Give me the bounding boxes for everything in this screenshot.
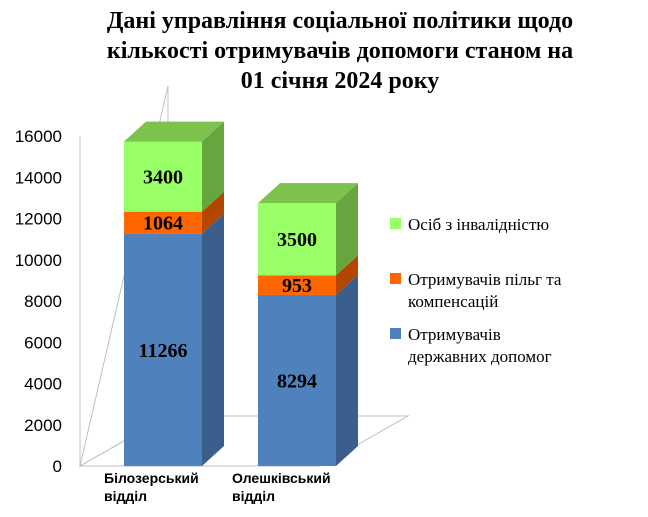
y-tick-label: 0: [53, 457, 62, 476]
data-label: 8294: [277, 370, 317, 392]
x-category-label: відділ: [232, 488, 275, 504]
y-tick-label: 10000: [15, 251, 62, 270]
x-category-label: відділ: [104, 488, 147, 504]
bar-segment: [258, 294, 336, 466]
chart-title: Дані управління соціальної політики щодо…: [60, 6, 620, 96]
bar-segment: [258, 275, 336, 295]
bar-top-face: [258, 183, 358, 204]
legend-label: державних допомог: [408, 347, 552, 366]
y-tick-label: 6000: [24, 333, 62, 352]
chart-title-line-2: кількості отримувачів допомоги станом на: [106, 38, 574, 64]
chart-title-line-3: 01 січня 2024 року: [240, 68, 440, 94]
legend-label: Отримувачів пільг та: [408, 270, 562, 289]
bar-segment: [124, 141, 202, 212]
y-tick-label: 4000: [24, 375, 62, 394]
bar-side-face: [202, 213, 224, 466]
bar-top-face: [124, 121, 224, 142]
bar-side-face: [202, 121, 224, 212]
y-tick-label: 14000: [15, 168, 62, 187]
bar-segment: [258, 203, 336, 276]
bar-side-face: [202, 191, 224, 234]
legend-swatch: [390, 328, 401, 339]
x-category-label: Олешківський: [232, 470, 331, 486]
y-tick-label: 12000: [15, 210, 62, 229]
bar-side-face: [336, 255, 358, 295]
data-label: 11266: [139, 340, 188, 362]
data-label: 1064: [143, 213, 183, 235]
data-label: 3400: [143, 167, 183, 189]
bar-segment: [124, 211, 202, 234]
legend-label: Отримувачів: [408, 325, 501, 344]
legend-swatch: [390, 218, 401, 229]
data-label: 3500: [277, 229, 317, 251]
bar-segment: [124, 233, 202, 466]
x-category-label: Білозерський: [104, 470, 199, 486]
bar-side-face: [336, 274, 358, 466]
data-label: 953: [282, 275, 312, 297]
y-tick-label: 2000: [24, 416, 62, 435]
y-tick-label: 8000: [24, 292, 62, 311]
y-tick-label: 16000: [15, 127, 62, 146]
chart-title-line-1: Дані управління соціальної політики щодо: [106, 8, 574, 34]
legend-label: компенсацій: [408, 292, 498, 311]
legend-label: Осіб з інвалідністю: [408, 215, 549, 234]
legend-swatch: [390, 273, 401, 284]
bar-side-face: [336, 183, 358, 276]
